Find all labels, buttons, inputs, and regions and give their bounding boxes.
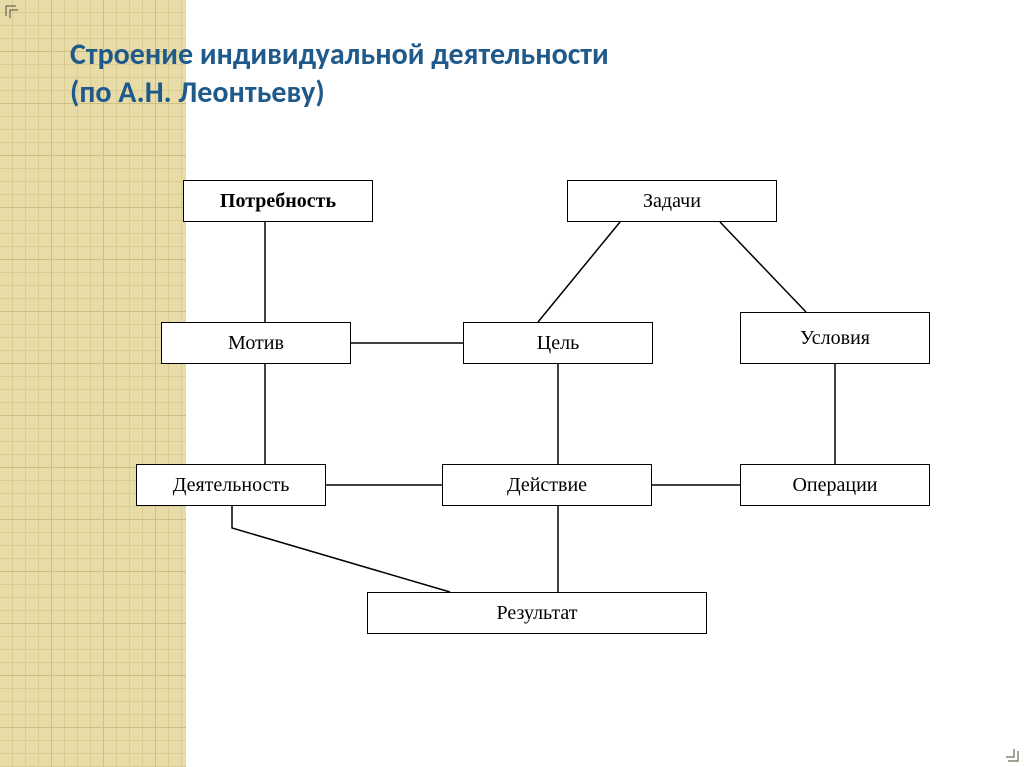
node-label-motive: Мотив bbox=[228, 332, 284, 355]
node-label-action: Действие bbox=[507, 474, 587, 497]
node-ops: Операции bbox=[740, 464, 930, 506]
node-need: Потребность bbox=[183, 180, 373, 222]
flowchart: Потребность Задачи Мотив Цель Условия Деятель… bbox=[0, 0, 1024, 767]
corner-dec-tl bbox=[4, 4, 28, 28]
node-motive: Мотив bbox=[161, 322, 351, 364]
node-label-result: Результат bbox=[496, 602, 577, 625]
edge-tasks-cond bbox=[720, 222, 806, 312]
edge-activity-result bbox=[232, 506, 450, 592]
node-label-tasks: Задачи bbox=[643, 190, 701, 213]
node-activity: Деятельность bbox=[136, 464, 326, 506]
node-label-goal: Цель bbox=[537, 332, 579, 355]
node-goal: Цель bbox=[463, 322, 653, 364]
edge-tasks-goal bbox=[538, 222, 620, 322]
node-label-activity: Деятельность bbox=[173, 474, 290, 497]
node-result: Результат bbox=[367, 592, 707, 634]
connectors-layer bbox=[0, 0, 1024, 767]
node-label-ops: Операции bbox=[792, 474, 877, 497]
node-action: Действие bbox=[442, 464, 652, 506]
corner-dec-br bbox=[996, 739, 1020, 763]
node-label-cond: Условия bbox=[800, 327, 870, 350]
slide: Строение индивидуальной деятельности (по… bbox=[0, 0, 1024, 767]
node-label-need: Потребность bbox=[220, 190, 336, 213]
node-tasks: Задачи bbox=[567, 180, 777, 222]
node-cond: Условия bbox=[740, 312, 930, 364]
